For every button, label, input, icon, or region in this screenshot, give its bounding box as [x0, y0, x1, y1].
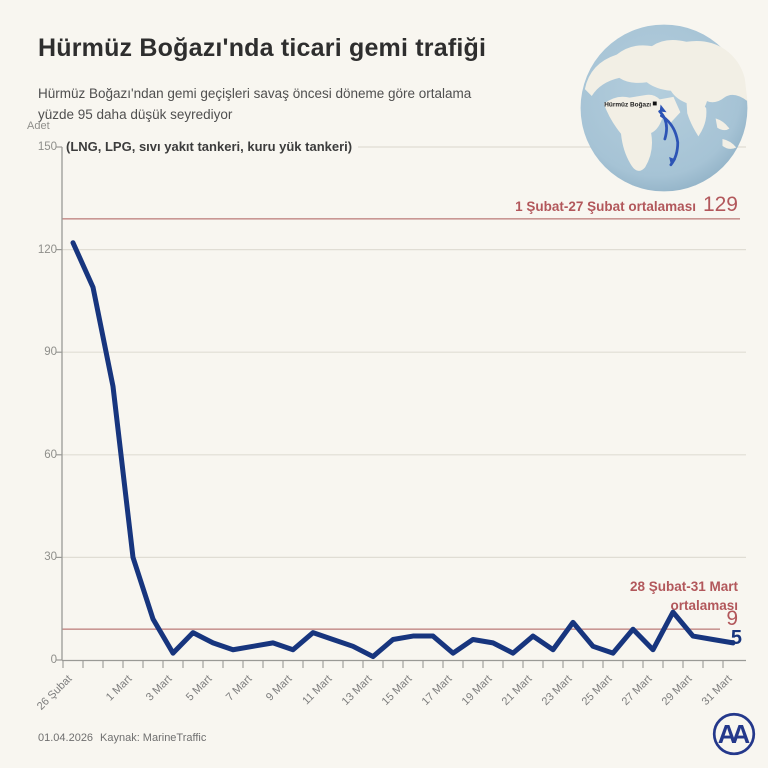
y-axis-label-90: 90 — [44, 346, 57, 359]
subtitle-line-1: Hürmüz Boğazı'ndan gemi geçişleri savaş … — [38, 86, 472, 101]
source-credit: Kaynak: MarineTraffic — [100, 732, 207, 744]
reference-bottom-value: 9 — [726, 607, 738, 630]
y-axis-label-120: 120 — [37, 243, 57, 256]
subtitle-line-2: yüzde 95 daha düşük seyrediyor — [38, 106, 233, 122]
globe-strait-label: Hürmüz Boğazı — [604, 101, 651, 108]
page-subtitle: Hürmüz Boğazı'ndan gemi geçişleri savaş … — [38, 84, 568, 126]
agency-logo-monogram: AA — [718, 719, 751, 749]
reference-bottom-label-line1: 28 Şubat-31 Mart — [629, 579, 738, 594]
page-title: Hürmüz Boğazı'nda ticari gemi trafiği — [38, 34, 487, 62]
y-axis-label-150: 150 — [37, 141, 57, 153]
chart-note: (LNG, LPG, sıvı yakıt tankeri, kuru yük … — [66, 139, 353, 154]
agency-logo-circle — [712, 712, 756, 756]
reference-bottom-label-line2: ortalaması — [670, 598, 738, 613]
agency-logo: AA — [712, 712, 756, 756]
reference-top-label: 1 Şubat-27 Şubat ortalaması — [515, 199, 696, 214]
y-axis-title: Adet — [27, 120, 50, 132]
y-axis-label-30: 30 — [44, 551, 57, 564]
reference-annotation-top: 1 Şubat-27 Şubat ortalaması 129 — [515, 193, 738, 217]
publish-date: 01.04.2026 — [38, 732, 94, 744]
reference-annotation-bottom: 28 Şubat-31 Mart ortalaması — [630, 577, 738, 615]
reference-top-value: 129 — [702, 193, 738, 216]
globe-inset: Hürmüz Boğazı — [580, 24, 748, 192]
y-axis-label-0: 0 — [50, 654, 57, 666]
globe-strait-marker — [652, 101, 657, 106]
y-axis-label-60: 60 — [44, 448, 57, 461]
traffic-line-series — [70, 240, 736, 660]
last-point-value-label: 5 — [730, 627, 742, 649]
